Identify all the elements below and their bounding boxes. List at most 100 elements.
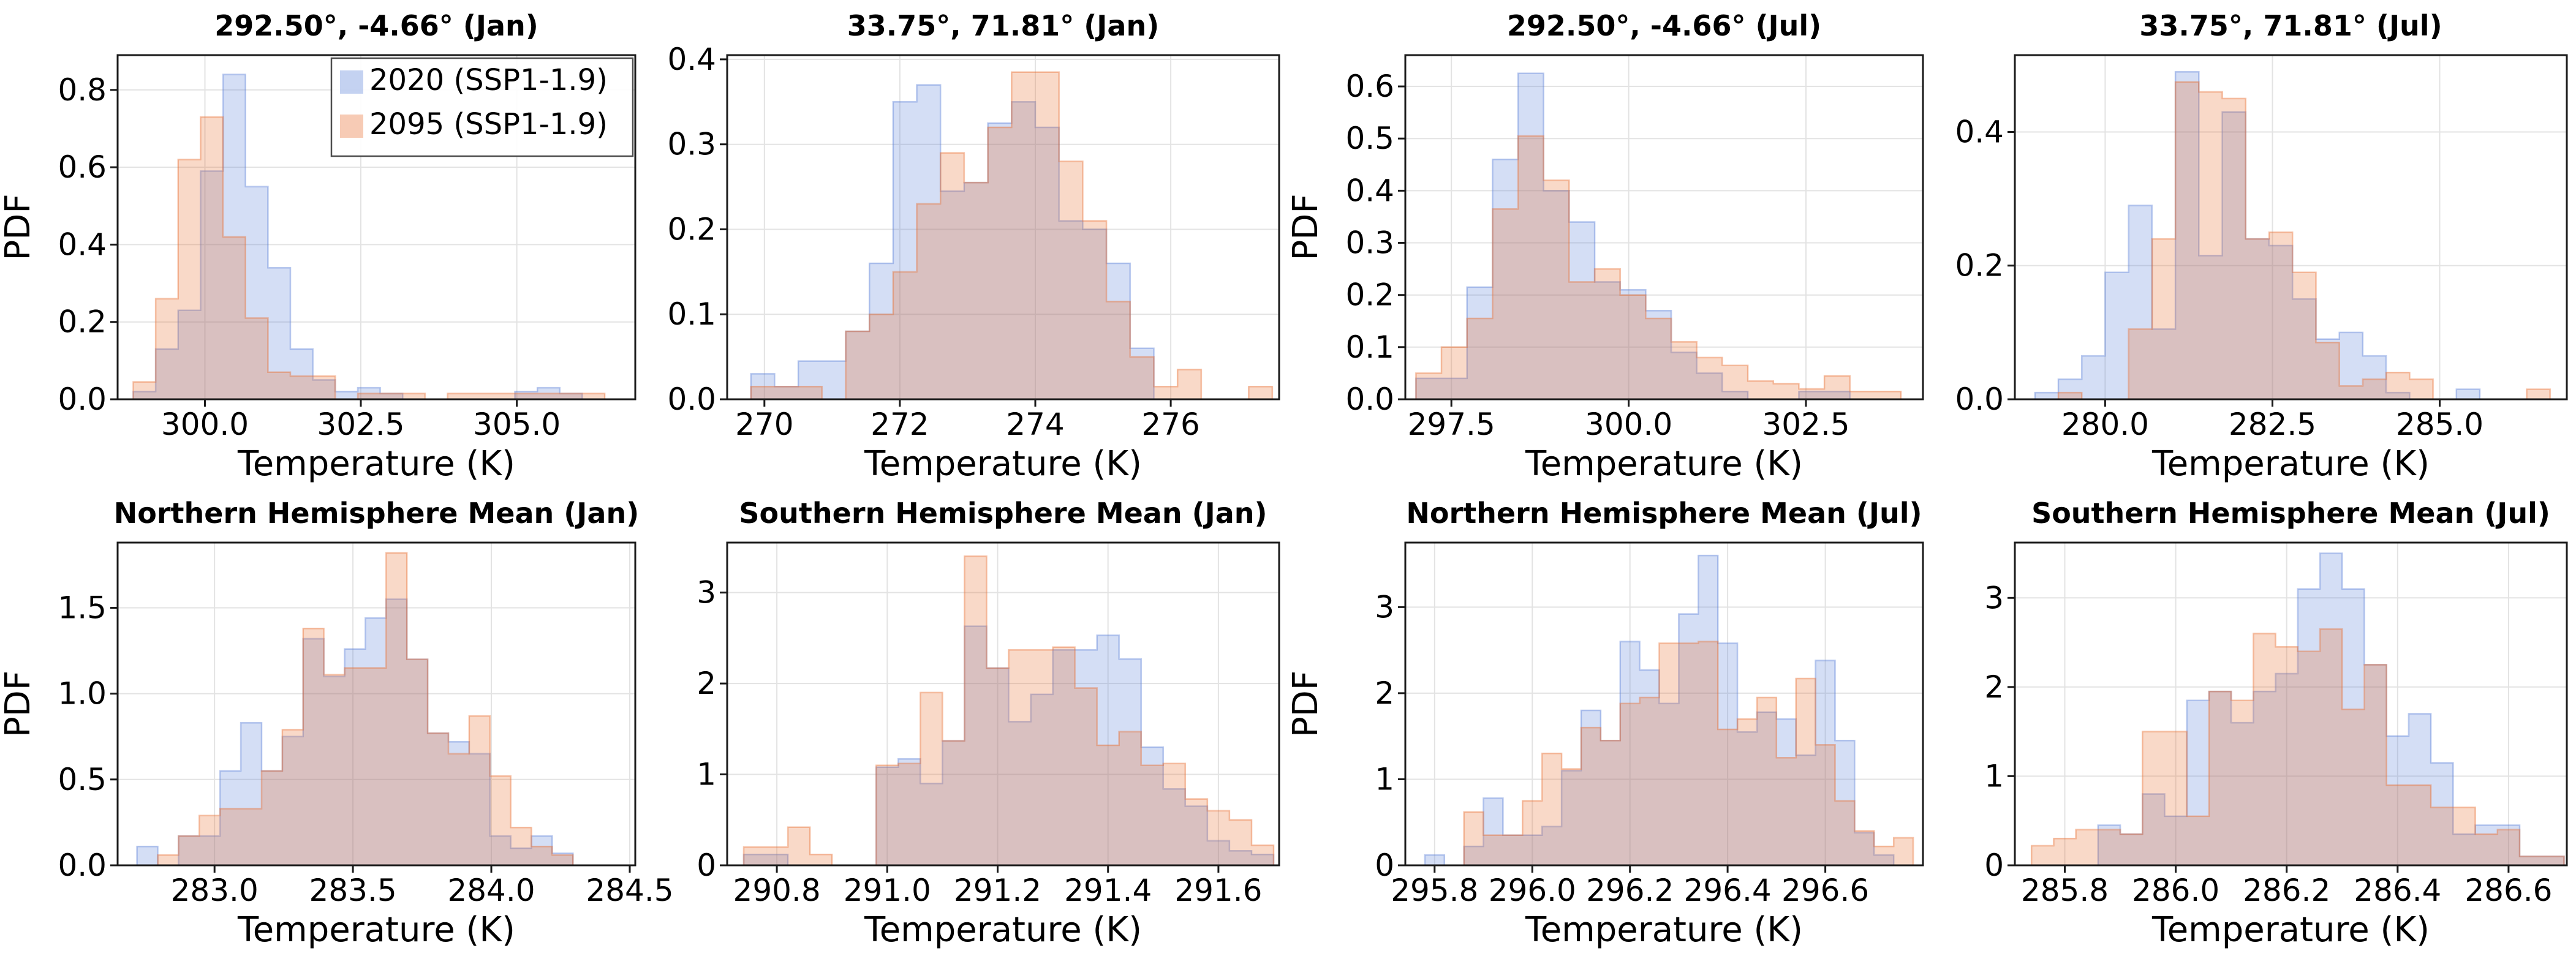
x-tick-label: 283.0 (171, 873, 259, 908)
histogram-2095 (2030, 628, 2565, 867)
legend-swatch-2095 (340, 115, 363, 138)
y-tick-label: 0.2 (58, 304, 107, 340)
chart-title: Southern Hemisphere Mean (Jan) (739, 497, 1267, 530)
y-tick-label: 0.0 (1345, 382, 1394, 417)
chart-southern-hemisphere-mean-jul: 285.8 286.0 286.2 286.4 286.6 0 1 2 3 Southern He… (1984, 497, 2568, 950)
y-tick-label: 3 (1984, 580, 2004, 615)
plot-frame (2014, 54, 2568, 401)
x-tick-label: 286.0 (2132, 873, 2219, 908)
histogram-2020 (132, 73, 605, 401)
chart-33.75-71.81-jan: 270 272 274 276 0.0 0.1 0.2 0.3 0.4 33.75°, 71.81… (667, 9, 1280, 484)
y-tick-label: 0.5 (58, 762, 107, 797)
x-tick-label: 300.0 (161, 407, 249, 442)
x-tick-label: 295.8 (1391, 873, 1478, 908)
y-tick-label: 0.3 (1345, 225, 1394, 261)
axis-ticks (720, 592, 1220, 873)
x-tick-label: 300.0 (1585, 407, 1672, 442)
y-tick-label: 1 (1375, 762, 1394, 797)
y-tick-label: 0.0 (1955, 382, 2004, 417)
y-tick-label: 0.4 (667, 42, 716, 77)
chart-title: Southern Hemisphere Mean (Jul) (2031, 497, 2550, 530)
plot-frame (116, 541, 636, 867)
y-tick-label: 2 (1375, 675, 1394, 711)
y-axis-label: PDF (0, 671, 38, 737)
y-tick-label: 3 (697, 575, 716, 611)
y-tick-label: 0.6 (58, 149, 107, 185)
x-tick-label: 284.5 (586, 873, 673, 908)
y-tick-label: 0.4 (1345, 173, 1394, 208)
plot-frame (2014, 541, 2568, 867)
subplot-292.50--4.66-jul: 297.5 300.0 302.5 0.0 0.1 0.2 0.3 0.4 0.5 0.6 292.… (1286, 0, 1932, 490)
histogram-2095 (137, 552, 615, 867)
axis-ticks (110, 607, 631, 873)
subplot-southern-hemisphere-mean-jan: 290.8 291.0 291.2 291.4 291.6 0 1 2 3 Southern He… (644, 490, 1288, 978)
y-tick-label: 0.0 (58, 848, 107, 883)
x-tick-label: 276 (1141, 407, 1199, 442)
x-tick-label: 296.4 (1684, 873, 1772, 908)
grid-lines (727, 55, 1279, 400)
x-tick-label: 286.6 (2465, 873, 2552, 908)
x-tick-label: 291.6 (1174, 873, 1262, 908)
plot-frame (726, 541, 1280, 867)
histogram-2020 (750, 84, 1272, 401)
histogram-2095 (1415, 135, 1902, 401)
y-tick-label: 0.4 (1955, 115, 2004, 150)
y-axis-label: PDF (1286, 194, 1326, 260)
x-tick-label: 284.0 (447, 873, 535, 908)
legend-swatch-2020 (340, 70, 363, 94)
y-tick-label: 0.6 (1345, 69, 1394, 104)
histogram-2020 (136, 598, 615, 867)
y-tick-label: 1.0 (58, 676, 107, 712)
histogram-2095 (132, 116, 606, 401)
x-tick-label: 296.2 (1586, 873, 1674, 908)
subplot-292.50--4.66-jan: 300.0 302.5 305.0 0.0 0.2 0.4 0.6 0.8 292.50°, -… (0, 0, 644, 490)
x-axis-label: Temperature (K) (2151, 910, 2430, 950)
y-tick-label: 2 (1984, 669, 2004, 705)
subplot-southern-hemisphere-mean-jul: 285.8 286.0 286.2 286.4 286.6 0 1 2 3 Southern He… (1932, 490, 2575, 978)
axis-ticks (1398, 606, 1827, 873)
y-tick-label: 0 (1984, 848, 2004, 883)
y-tick-label: 0.5 (1345, 121, 1394, 156)
x-tick-label: 286.4 (2354, 873, 2441, 908)
chart-33.75-71.81-jul: 280.0 282.5 285.0 0.0 0.2 0.4 33.75°, 71.81° (… (1955, 9, 2568, 484)
y-tick-label: 0.1 (667, 296, 716, 332)
x-axis-label: Temperature (K) (237, 910, 515, 950)
y-tick-label: 3 (1375, 589, 1394, 625)
subplot-33.75-71.81-jan: 270 272 274 276 0.0 0.1 0.2 0.3 0.4 33.75°, 71.81… (644, 0, 1288, 490)
x-tick-label: 285.0 (2396, 407, 2483, 442)
y-axis-label: PDF (0, 194, 38, 260)
x-tick-label: 302.5 (317, 407, 404, 442)
y-tick-label: 0.2 (667, 212, 716, 247)
x-tick-label: 297.5 (1408, 407, 1495, 442)
x-tick-label: 285.8 (2021, 873, 2109, 908)
y-tick-label: 0.2 (1345, 277, 1394, 313)
subplot-northern-hemisphere-mean-jan: 283.0 283.5 284.0 284.5 0.0 0.5 1.0 1.5 Northern… (0, 490, 674, 978)
chart-title: 33.75°, 71.81° (Jul) (2139, 9, 2442, 42)
chart-292.50--4.66-jan: 300.0 302.5 305.0 0.0 0.2 0.4 0.6 0.8 292.50°, -… (0, 9, 636, 484)
chart-northern-hemisphere-mean-jan: 283.0 283.5 284.0 284.5 0.0 0.5 1.0 1.5 Northern… (0, 497, 674, 950)
plot-frame (726, 54, 1280, 401)
axis-ticks (1398, 85, 1807, 407)
x-tick-label: 296.0 (1489, 873, 1576, 908)
x-tick-label: 272 (871, 407, 929, 442)
y-tick-label: 0 (1375, 848, 1394, 883)
histogram-2020 (2031, 552, 2565, 867)
legend-label: 2020 (SSP1-1.9) (369, 63, 608, 97)
x-tick-label: 291.2 (954, 873, 1041, 908)
y-tick-label: 0.4 (58, 227, 107, 262)
x-tick-label: 296.6 (1781, 873, 1869, 908)
chart-title: 292.50°, -4.66° (Jan) (214, 9, 538, 42)
y-tick-label: 0 (697, 848, 716, 883)
y-tick-label: 0.3 (667, 127, 716, 162)
axis-ticks (720, 58, 1172, 407)
x-tick-label: 291.0 (844, 873, 931, 908)
x-tick-label: 302.5 (1762, 407, 1849, 442)
x-tick-label: 286.2 (2243, 873, 2330, 908)
chart-title: Northern Hemisphere Mean (Jul) (1406, 497, 1922, 530)
histogram-2095 (742, 555, 1275, 867)
grid-lines (2015, 543, 2567, 866)
y-tick-label: 0.2 (1955, 248, 2004, 284)
subplot-northern-hemisphere-mean-jul: 295.8 296.0 296.2 296.4 296.6 0 1 2 3 Northern He… (1286, 490, 1932, 978)
y-tick-label: 0.0 (58, 382, 107, 417)
x-axis-label: Temperature (K) (1525, 444, 1803, 484)
